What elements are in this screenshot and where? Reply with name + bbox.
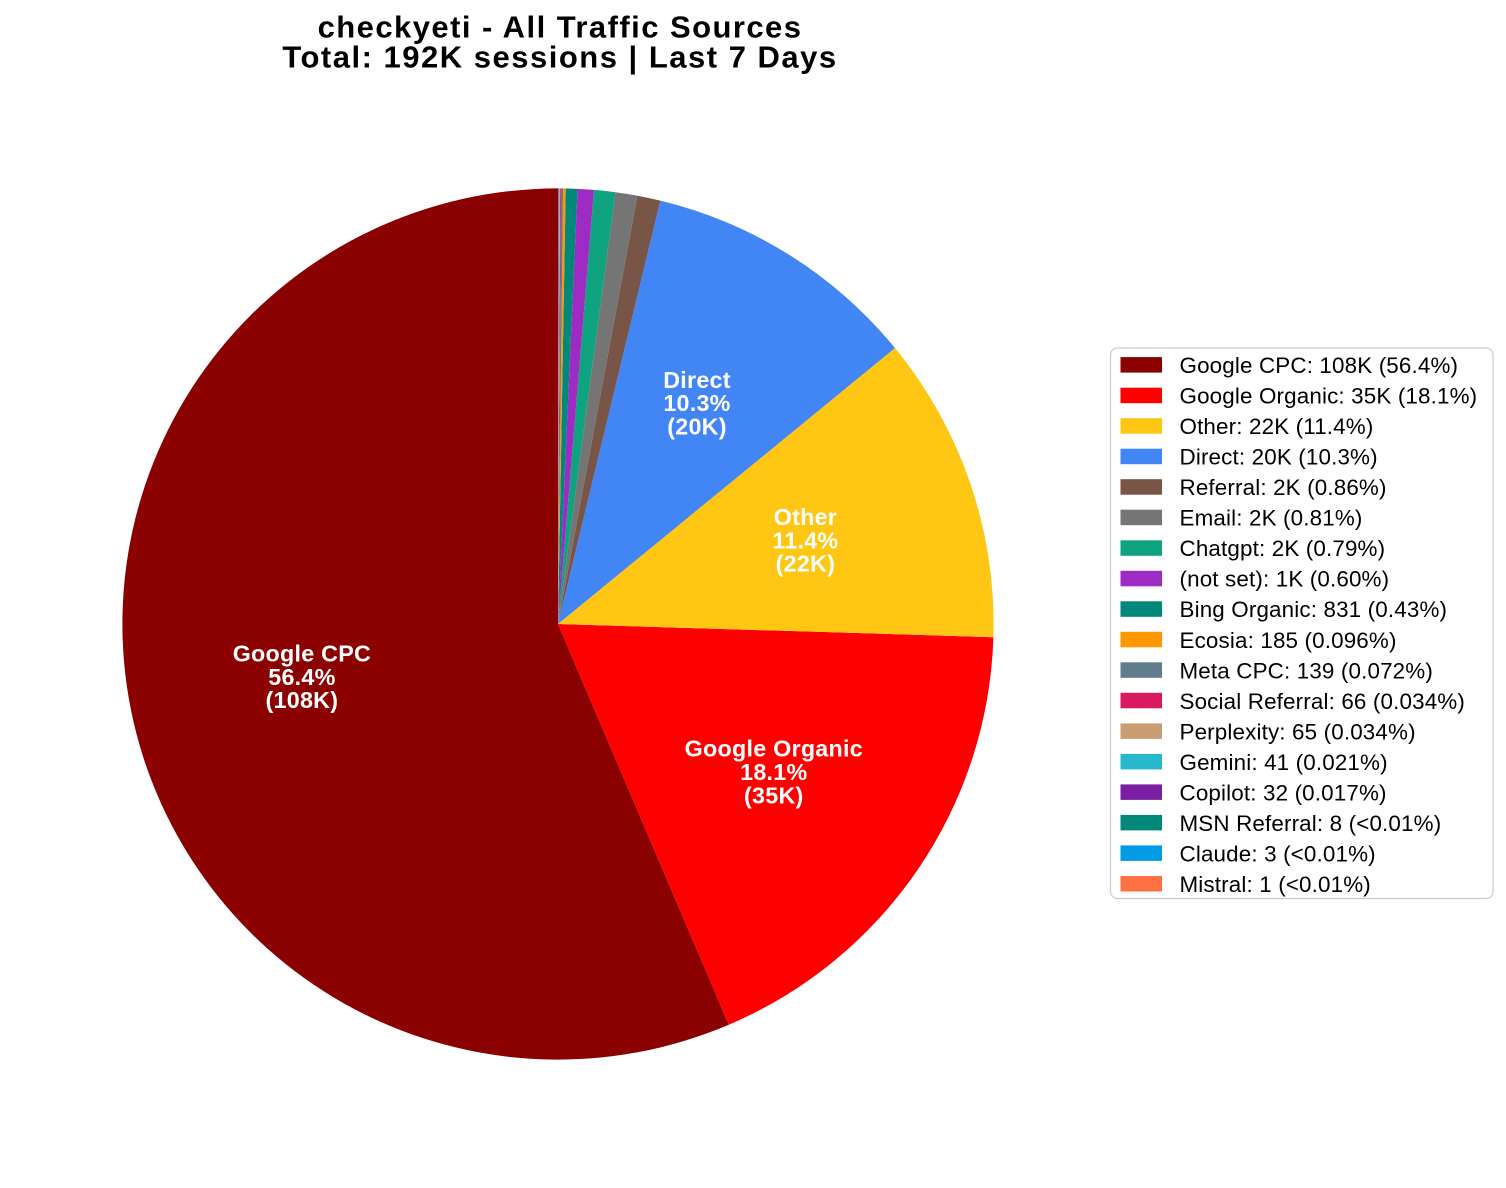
svg-text:Total: 192K sessions | Last 7: Total: 192K sessions | Last 7 Days bbox=[282, 39, 837, 74]
svg-text:Social Referral: 66 (0.034%): Social Referral: 66 (0.034%) bbox=[1180, 689, 1465, 714]
svg-text:10.3%: 10.3% bbox=[663, 390, 730, 416]
svg-text:Google Organic: Google Organic bbox=[685, 736, 863, 762]
svg-text:(not set): 1K (0.60%): (not set): 1K (0.60%) bbox=[1180, 567, 1390, 592]
svg-text:(35K): (35K) bbox=[744, 782, 804, 808]
svg-text:Referral: 2K (0.86%): Referral: 2K (0.86%) bbox=[1180, 475, 1387, 500]
svg-text:Direct: 20K (10.3%): Direct: 20K (10.3%) bbox=[1180, 445, 1378, 470]
svg-text:11.4%: 11.4% bbox=[772, 527, 838, 553]
svg-text:Gemini: 41 (0.021%): Gemini: 41 (0.021%) bbox=[1180, 750, 1388, 775]
svg-text:56.4%: 56.4% bbox=[268, 664, 335, 690]
svg-text:Ecosia: 185 (0.096%): Ecosia: 185 (0.096%) bbox=[1180, 628, 1397, 653]
svg-text:Mistral: 1 (<0.01%): Mistral: 1 (<0.01%) bbox=[1180, 872, 1371, 897]
svg-text:Chatgpt: 2K (0.79%): Chatgpt: 2K (0.79%) bbox=[1180, 536, 1386, 561]
svg-text:Perplexity: 65 (0.034%): Perplexity: 65 (0.034%) bbox=[1180, 719, 1416, 744]
svg-text:Email: 2K (0.81%): Email: 2K (0.81%) bbox=[1180, 506, 1363, 531]
svg-text:MSN Referral: 8 (<0.01%): MSN Referral: 8 (<0.01%) bbox=[1180, 811, 1442, 836]
svg-text:(108K): (108K) bbox=[266, 687, 339, 713]
svg-text:(22K): (22K) bbox=[776, 551, 836, 577]
svg-text:Google CPC: Google CPC bbox=[233, 640, 371, 666]
svg-text:Meta CPC: 139 (0.072%): Meta CPC: 139 (0.072%) bbox=[1180, 658, 1433, 683]
svg-text:Copilot: 32 (0.017%): Copilot: 32 (0.017%) bbox=[1180, 780, 1387, 805]
svg-text:Google CPC: 108K (56.4%): Google CPC: 108K (56.4%) bbox=[1180, 353, 1459, 378]
svg-text:Direct: Direct bbox=[663, 367, 731, 393]
svg-text:Other: Other bbox=[774, 504, 837, 530]
svg-text:Bing Organic: 831 (0.43%): Bing Organic: 831 (0.43%) bbox=[1180, 597, 1448, 622]
svg-text:18.1%: 18.1% bbox=[740, 759, 807, 785]
svg-text:Other: 22K (11.4%): Other: 22K (11.4%) bbox=[1180, 414, 1374, 439]
svg-text:checkyeti - All Traffic Source: checkyeti - All Traffic Sources bbox=[318, 9, 803, 44]
svg-text:Claude: 3 (<0.01%): Claude: 3 (<0.01%) bbox=[1180, 841, 1376, 866]
svg-text:(20K): (20K) bbox=[667, 414, 727, 440]
svg-text:Google Organic: 35K (18.1%): Google Organic: 35K (18.1%) bbox=[1180, 384, 1478, 409]
